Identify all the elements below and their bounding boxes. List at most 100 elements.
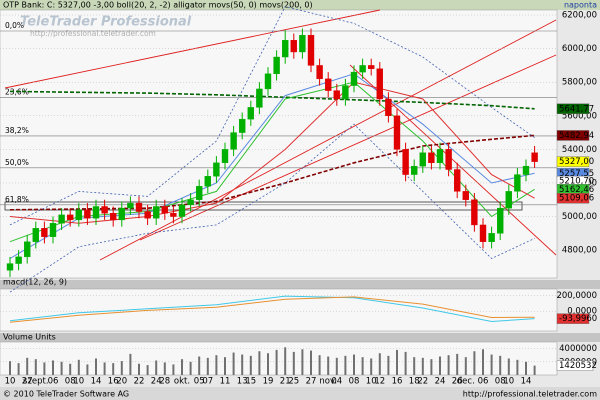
macd-line <box>9 296 535 323</box>
indicator-line <box>9 81 535 224</box>
header-bar <box>0 0 600 10</box>
value-label-bg <box>556 156 590 167</box>
candle-body <box>436 149 444 164</box>
x-tick-label: 14 <box>521 377 532 387</box>
volume-bar <box>34 359 37 375</box>
macd-line <box>9 295 535 323</box>
volume-bar <box>26 357 29 375</box>
candle-body <box>161 206 169 214</box>
candle-body <box>342 85 349 100</box>
value-label: 5641,77 <box>559 104 594 114</box>
x-tick-label: 28 <box>159 377 170 387</box>
volume-bar <box>404 351 407 375</box>
volume-bar <box>370 358 373 375</box>
candle-body <box>505 191 512 209</box>
x-tick-label: 08 <box>349 377 360 387</box>
x-tick-label: 24 <box>435 377 446 387</box>
candle-body <box>290 40 297 53</box>
candle-body <box>316 65 323 80</box>
candle-body <box>195 186 203 200</box>
volume-bar <box>490 354 493 375</box>
candle-body <box>118 207 126 221</box>
x-tick-label: nov. <box>319 377 337 387</box>
volume-bar <box>86 364 89 375</box>
macd-panel <box>0 288 558 332</box>
fib-box <box>4 201 523 211</box>
candle-body <box>84 209 91 219</box>
volume-bar <box>516 359 519 375</box>
volume-bar <box>9 361 11 375</box>
indicator-line <box>9 6 535 226</box>
volume-bar <box>224 357 226 375</box>
candle-body <box>479 224 487 242</box>
value-label: 5482,94 <box>559 131 594 141</box>
x-tick-label: 16 <box>108 377 119 387</box>
volume-bar <box>284 347 287 375</box>
candle-body <box>299 34 306 53</box>
y-tick-label: 5800,00 <box>562 78 597 88</box>
candle-body <box>454 169 461 192</box>
volume-bar <box>473 351 476 375</box>
volume-bar <box>499 355 502 375</box>
value-label-bg <box>556 193 590 204</box>
footer-url: http://professional.teletrader.com <box>463 390 597 399</box>
x-tick-label: 07 <box>202 377 213 387</box>
candle-body <box>24 241 31 258</box>
volume-bar <box>146 365 149 375</box>
candle-body <box>41 228 48 237</box>
value-label-bg <box>556 313 590 324</box>
volume-bar <box>310 350 312 375</box>
x-tick-label: 22 <box>417 377 428 387</box>
volume-bar <box>525 361 527 375</box>
x-tick-label: 11 <box>220 377 231 387</box>
candle-body <box>187 199 194 205</box>
x-tick-label: 10 <box>366 377 377 387</box>
volume-bar <box>138 363 140 375</box>
candle-body <box>514 174 521 192</box>
candle-body <box>385 98 392 116</box>
volume-bar <box>464 357 467 375</box>
trendline <box>99 19 557 261</box>
candle-body <box>445 149 452 170</box>
value-label: 1420532 <box>559 361 597 371</box>
volume-bar <box>95 358 97 375</box>
candle-body <box>419 152 426 167</box>
candle-body <box>58 214 65 224</box>
candle-body <box>75 209 83 221</box>
value-label: 5327,00 <box>559 157 594 167</box>
candle-body <box>350 71 358 86</box>
volume-bar <box>430 359 433 375</box>
volume-bar <box>60 361 63 375</box>
x-tick-label: szept. <box>23 377 49 387</box>
x-tick-label: 10 <box>503 377 514 387</box>
candle-body <box>135 202 143 212</box>
volume-bar <box>318 355 321 375</box>
volume-bar <box>335 357 338 375</box>
candle-body <box>32 228 39 242</box>
x-tick-label: 13 <box>237 377 248 387</box>
candle-body <box>178 204 186 217</box>
volume-bar <box>344 355 347 375</box>
candle-body <box>170 212 177 217</box>
value-label: 5162,46 <box>559 185 594 195</box>
x-tick-label: 19 <box>263 377 274 387</box>
x-tick-label: 14 <box>91 377 102 387</box>
candle-body <box>247 107 255 120</box>
x-tick-label: okt. <box>174 377 190 387</box>
volume-panel <box>0 341 558 376</box>
volume-bar <box>301 349 304 375</box>
candle-body <box>376 68 383 100</box>
candle-body <box>471 199 478 226</box>
candle-body <box>488 233 495 242</box>
candle-body <box>531 152 538 162</box>
trendline <box>349 64 557 256</box>
x-tick-label: 24 <box>151 377 162 387</box>
volume-bar <box>129 353 132 375</box>
volume-bar <box>189 361 192 375</box>
y-tick-label: 6200,00 <box>562 11 597 21</box>
value-label-bg <box>556 103 590 114</box>
volume-bar <box>396 349 398 375</box>
trendline <box>4 9 381 89</box>
y-tick-label: 0,0000 <box>567 307 597 317</box>
candle-body <box>307 34 315 66</box>
